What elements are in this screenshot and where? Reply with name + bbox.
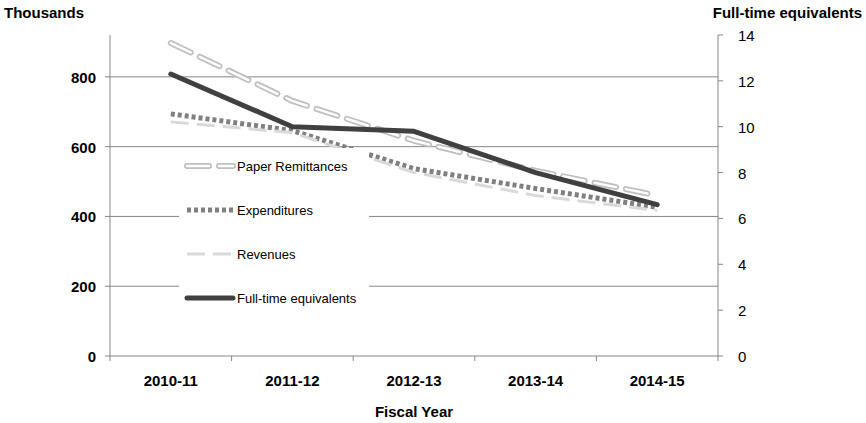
legend-swatch [187, 208, 233, 213]
legend-swatch [187, 253, 233, 256]
x-tick-label: 2013-14 [508, 372, 564, 389]
y2-tick-label: 10 [738, 119, 755, 136]
y-tick [105, 356, 110, 357]
y-tick-label: 400 [71, 208, 96, 225]
y-axis-line [110, 35, 111, 356]
y-axis-title: Thousands [4, 4, 84, 21]
legend-label: Revenues [237, 247, 296, 262]
y-tick [105, 146, 110, 147]
y2-axis-line [718, 35, 719, 356]
legend-swatch [187, 163, 233, 169]
y2-tick-label: 14 [738, 27, 755, 44]
legend-label: Full-time equivalents [237, 291, 357, 306]
legend-background [179, 148, 369, 314]
x-axis-title: Fiscal Year [375, 403, 453, 420]
y2-tick-label: 0 [738, 348, 746, 365]
x-tick [110, 356, 111, 361]
y2-tick [718, 356, 723, 357]
y2-tick-label: 2 [738, 302, 746, 319]
y2-tick [718, 35, 723, 36]
x-tick [353, 356, 354, 361]
x-tick-label: 2012-13 [386, 372, 441, 389]
chart: 0 200 400 600 800 0 2 4 6 8 10 12 14 2010-11 2011-12 20… [0, 0, 866, 423]
y2-tick [718, 126, 723, 127]
x-tick-label: 2010-11 [144, 372, 198, 389]
x-axis-line [110, 356, 718, 357]
grid-line [110, 76, 718, 77]
y2-tick-label: 12 [738, 73, 755, 90]
y2-tick [718, 218, 723, 219]
y2-tick-label: 4 [738, 256, 746, 273]
x-tick-label: 2011-12 [265, 372, 319, 389]
legend-swatch-inner [187, 165, 233, 168]
grid-line [110, 146, 718, 147]
y2-tick [718, 264, 723, 265]
y2-axis-title: Full-time equivalents [713, 4, 862, 21]
x-tick [718, 356, 719, 361]
legend-label: Paper Remittances [237, 159, 348, 174]
x-tick [474, 356, 475, 361]
x-tick [231, 356, 232, 361]
x-tick [596, 356, 597, 361]
y-tick-label: 800 [71, 69, 96, 86]
y2-tick [718, 310, 723, 311]
y-tick-label: 600 [71, 139, 96, 156]
legend-label: Expenditures [237, 203, 313, 218]
x-tick-label: 2014-15 [630, 372, 685, 389]
y2-tick [718, 172, 723, 173]
y-tick-label: 200 [71, 278, 96, 295]
y2-tick [718, 80, 723, 81]
y-tick-label: 0 [88, 348, 96, 365]
y2-tick-label: 8 [738, 165, 746, 182]
y2-tick-label: 6 [738, 210, 746, 227]
y-tick [105, 286, 110, 287]
legend-swatch [187, 296, 233, 301]
y-tick [105, 76, 110, 77]
y-tick [105, 216, 110, 217]
legend: Paper Remittances Expenditures Revenues Ful… [179, 148, 369, 314]
